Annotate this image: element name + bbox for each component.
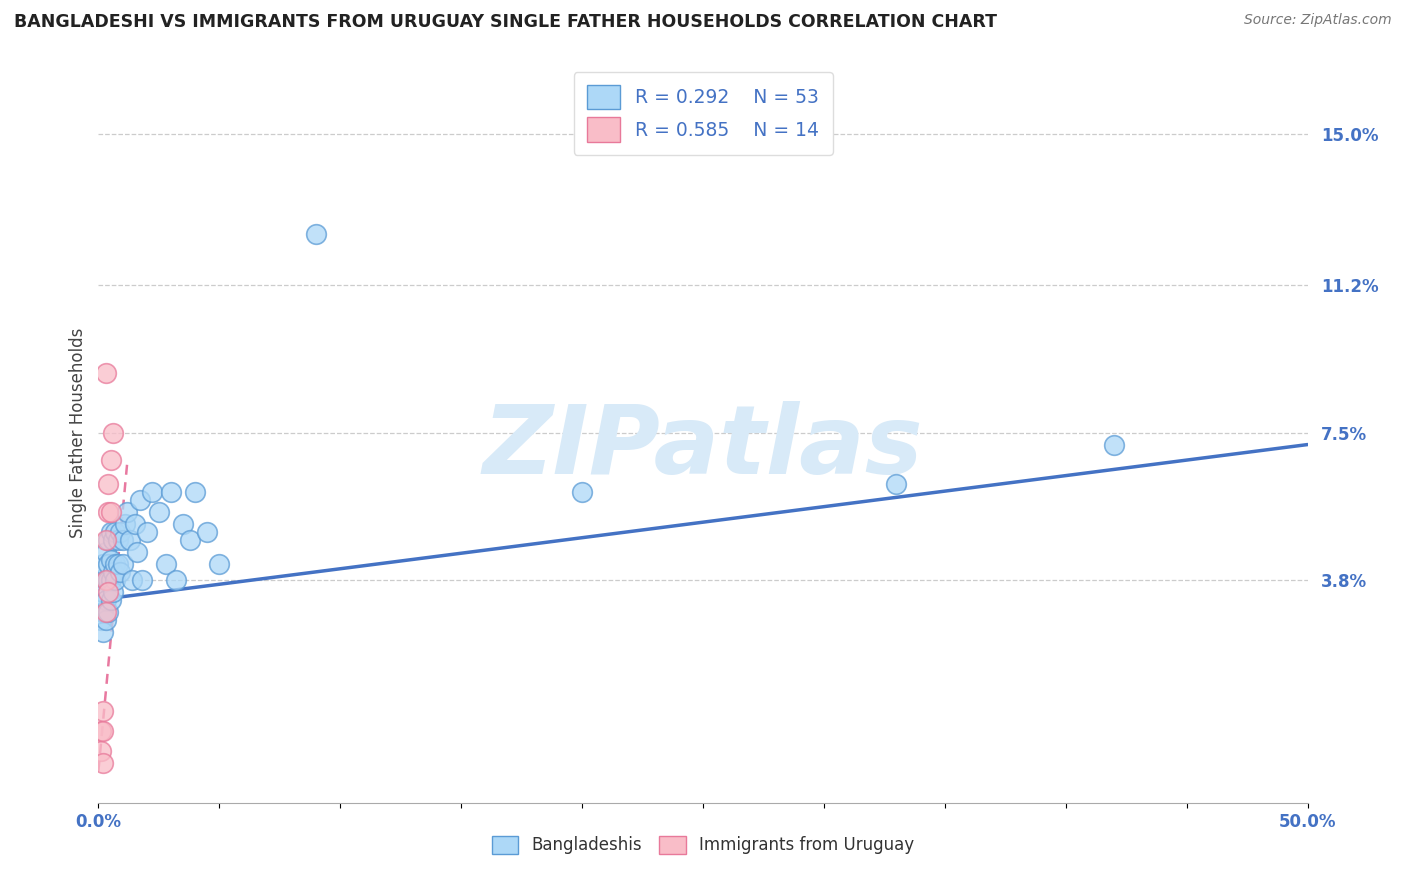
Point [108, 525, 131, 540]
Point [148, 505, 170, 519]
Point [101, 565, 124, 579]
Point [101, 425, 124, 440]
Point [135, 525, 157, 540]
Point [107, 557, 129, 571]
Point [100, 553, 122, 567]
Point [97, 505, 120, 519]
Point [104, 573, 127, 587]
Point [141, 485, 163, 500]
Point [108, 565, 131, 579]
Point [305, 227, 328, 241]
Point [94, 533, 117, 547]
Point [100, 453, 122, 467]
Point [90, 597, 112, 611]
Point [97, 477, 120, 491]
Point [91, 624, 114, 639]
Point [91, 557, 114, 571]
Legend: Bangladeshis, Immigrants from Uruguay: Bangladeshis, Immigrants from Uruguay [485, 829, 921, 861]
Point [97, 557, 120, 571]
Point [172, 517, 194, 532]
Point [94, 605, 117, 619]
Point [128, 493, 150, 508]
Point [94, 573, 117, 587]
Point [184, 485, 207, 500]
Point [131, 573, 153, 587]
Text: Source: ZipAtlas.com: Source: ZipAtlas.com [1244, 13, 1392, 28]
Point [208, 557, 231, 571]
Point [104, 557, 127, 571]
Point [111, 557, 134, 571]
Point [100, 505, 122, 519]
Point [114, 517, 136, 532]
Point [97, 584, 120, 599]
Point [91, 584, 114, 599]
Point [107, 533, 129, 547]
Point [100, 592, 122, 607]
Text: ZIPatlas: ZIPatlas [482, 401, 924, 494]
Point [111, 533, 134, 547]
Point [179, 533, 201, 547]
Point [94, 592, 117, 607]
Point [97, 533, 120, 547]
Point [90, 744, 112, 758]
Point [97, 605, 120, 619]
Point [97, 573, 120, 587]
Point [94, 613, 117, 627]
Point [886, 477, 908, 491]
Point [91, 756, 114, 770]
Point [90, 573, 112, 587]
Point [91, 724, 114, 739]
Point [90, 613, 112, 627]
Point [155, 557, 177, 571]
Point [571, 485, 593, 500]
Point [94, 366, 117, 380]
Point [100, 525, 122, 540]
Point [91, 704, 114, 718]
Point [101, 533, 124, 547]
Point [101, 584, 124, 599]
Text: BANGLADESHI VS IMMIGRANTS FROM URUGUAY SINGLE FATHER HOUSEHOLDS CORRELATION CHAR: BANGLADESHI VS IMMIGRANTS FROM URUGUAY S… [14, 13, 997, 31]
Point [118, 533, 141, 547]
Point [94, 573, 117, 587]
Y-axis label: Single Father Households: Single Father Households [69, 327, 87, 538]
Point [124, 517, 146, 532]
Point [1102, 437, 1125, 451]
Point [160, 485, 183, 500]
Point [94, 545, 117, 559]
Point [90, 724, 112, 739]
Point [91, 605, 114, 619]
Point [127, 545, 149, 559]
Point [100, 573, 122, 587]
Point [195, 525, 218, 540]
Point [165, 573, 187, 587]
Point [117, 505, 139, 519]
Point [104, 525, 127, 540]
Point [121, 573, 143, 587]
